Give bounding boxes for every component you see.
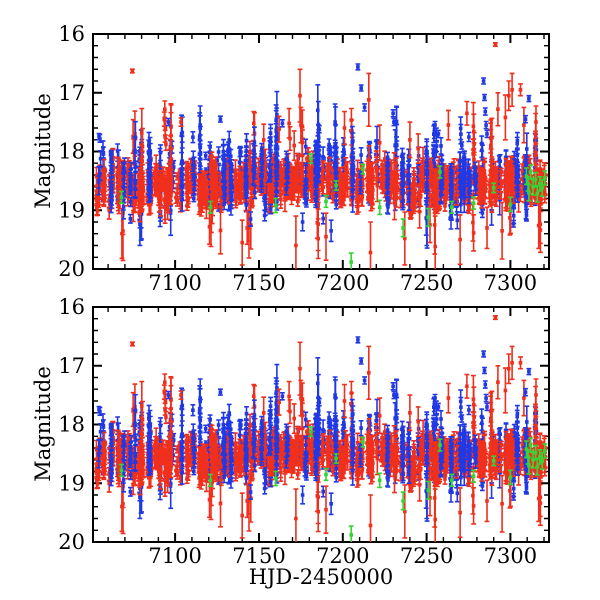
- x-tick-label: 7300: [484, 271, 537, 295]
- y-tick-label: 20: [58, 257, 85, 281]
- x-tick-label: 7150: [232, 544, 285, 568]
- top-panel: 16 17 18 19 20 7100 7150 7200 7250 7300: [58, 22, 550, 295]
- y-tick-label: 17: [58, 81, 85, 105]
- green-series-points: [119, 153, 548, 269]
- red-outlier-points: [130, 315, 527, 542]
- blue-outlier-points: [166, 63, 532, 243]
- y-tick-label: 17: [58, 354, 85, 378]
- x-tick-label: 7250: [400, 271, 453, 295]
- panels-group: 16 17 18 19 20 7100 7150 7200 7250 7300 16 17 18 19 20…: [58, 22, 550, 568]
- blue-series-over-markers: [97, 381, 529, 495]
- top-data: [94, 42, 548, 269]
- bottom-data: [94, 315, 548, 542]
- bottom-panel: 16 17 18 19 20 7100 7150 7200 7250 7300: [58, 295, 550, 568]
- blue-series-over: [96, 84, 530, 249]
- x-tick-label: 7200: [316, 544, 369, 568]
- plot-frame: [92, 33, 550, 270]
- plot-frame: [92, 306, 550, 543]
- blue-series-over-markers: [97, 108, 529, 222]
- y-tick-label: 19: [58, 471, 85, 495]
- x-tick-label: 7250: [400, 544, 453, 568]
- x-tick-label: 7100: [148, 544, 201, 568]
- y-tick-label: 20: [58, 530, 85, 554]
- red-series-points-markers: [94, 391, 548, 522]
- x-tick-label: 7150: [232, 271, 285, 295]
- y-axis-title-bottom: Magnitude: [31, 366, 55, 482]
- y-axis-title-top: Magnitude: [31, 93, 55, 209]
- y-tick-label: 16: [58, 22, 85, 46]
- y-tick-label: 16: [58, 295, 85, 319]
- y-tick-label: 18: [58, 140, 85, 164]
- x-axis-title: HJD-2450000: [249, 565, 394, 589]
- red-series-points-markers: [94, 118, 548, 249]
- red-outlier-points: [130, 42, 527, 269]
- blue-series-under-markers: [100, 119, 538, 227]
- blue-outlier-points: [166, 336, 532, 516]
- green-series-points: [119, 426, 548, 542]
- blue-series-over: [96, 357, 530, 522]
- y-tick-label: 18: [58, 413, 85, 437]
- x-tick-label: 7200: [316, 271, 369, 295]
- blue-series-under-markers: [100, 392, 538, 500]
- x-tick-label: 7100: [148, 271, 201, 295]
- x-tick-label: 7300: [484, 544, 537, 568]
- y-tick-label: 19: [58, 198, 85, 222]
